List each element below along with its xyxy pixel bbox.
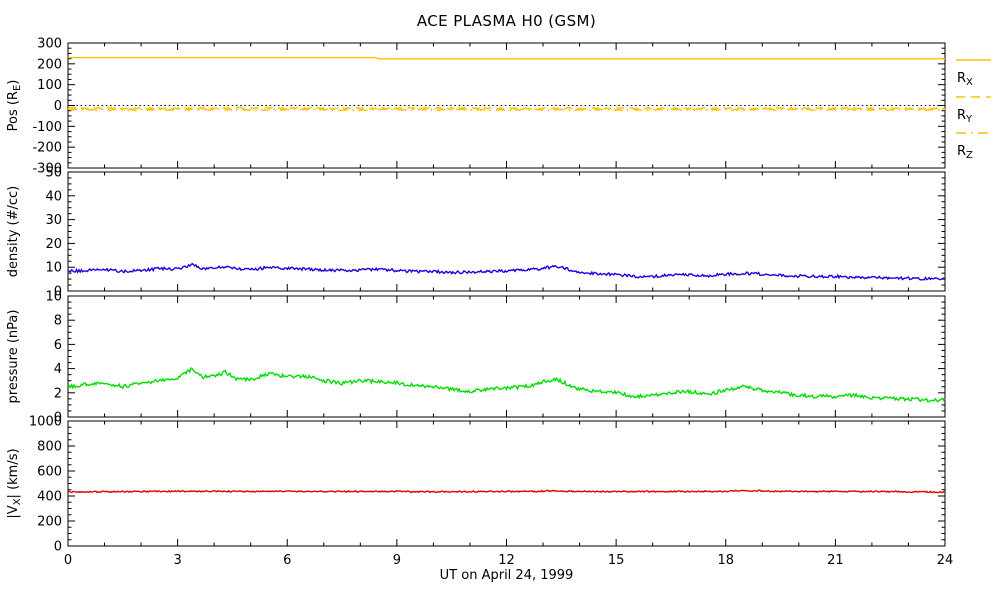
y-tick-label: 600 [37,465,62,480]
y-tick-label: -100 [32,120,62,135]
y-tick-label: 800 [37,440,62,455]
y-axis-title-density: density (#/cc) [6,186,21,278]
legend-label-r_z: RZ [957,144,973,161]
y-tick-label: 0 [54,285,62,300]
y-tick-label: 1000 [29,415,62,430]
y-tick-label: 10 [45,261,62,276]
series-line-r_x [68,56,945,60]
y-tick-label: -200 [32,141,62,156]
y-tick-label: 400 [37,490,62,505]
y-tick-label: 300 [37,37,62,52]
y-tick-label: 100 [37,78,62,93]
x-tick-label: 3 [173,553,181,568]
panel-box-pressure [67,295,946,418]
y-axis-title-vx_speed: |VX| (km/s) [6,448,23,518]
x-tick-label: 24 [937,553,954,568]
x-tick-label: 9 [393,553,401,568]
series-line-ram_pressure [67,367,946,403]
series-line-r_y [67,106,945,111]
panel-box-density [67,171,946,292]
y-tick-label: 2 [54,386,62,401]
x-tick-label: 0 [64,553,72,568]
y-tick-label: 40 [45,189,62,204]
series-line-proton_density [67,262,946,281]
y-axis-title-position: Pos (RE) [6,80,23,132]
legend-label-r_y: RY [957,108,973,125]
y-tick-label: 10 [45,290,62,305]
y-tick-label: 30 [45,213,62,228]
x-tick-label: 15 [608,553,625,568]
series-line-vx_magnitude [67,489,946,494]
y-tick-label: 8 [54,314,62,329]
x-tick-label: 21 [827,553,844,568]
y-tick-label: -300 [32,162,62,177]
x-tick-label: 12 [498,553,515,568]
y-tick-label: 200 [37,57,62,72]
y-tick-label: 50 [45,166,62,181]
chart-title: ACE PLASMA H0 (GSM) [416,12,597,30]
x-tick-label: 18 [717,553,734,568]
y-tick-label: 200 [37,515,62,530]
y-tick-label: 0 [54,411,62,426]
y-tick-label: 0 [54,99,62,114]
y-tick-label: 0 [54,540,62,555]
y-tick-label: 4 [54,362,62,377]
y-tick-label: 20 [45,237,62,252]
y-axis-title-pressure: pressure (nPa) [6,310,21,404]
panel-box-vx_speed [67,420,946,547]
legend-label-r_x: RX [957,71,973,88]
y-tick-label: 6 [54,338,62,353]
x-tick-label: 6 [283,553,291,568]
x-axis-label: UT on April 24, 1999 [439,568,574,583]
